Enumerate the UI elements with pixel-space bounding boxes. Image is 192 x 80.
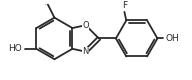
Text: F: F [122, 1, 127, 10]
Text: OH: OH [166, 34, 180, 43]
Text: HO: HO [8, 44, 22, 53]
Text: N: N [83, 47, 89, 56]
Text: O: O [82, 21, 89, 30]
